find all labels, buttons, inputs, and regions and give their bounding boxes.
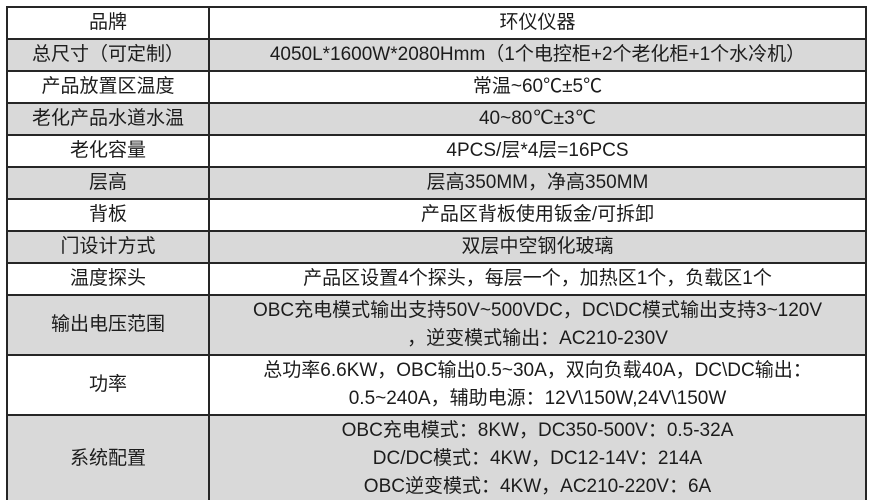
table-row: 层高 层高350MM，净高350MM <box>6 166 867 200</box>
spec-table: 品牌 环仪仪器 总尺寸（可定制） 4050L*1600W*2080Hmm（1个电… <box>6 6 867 500</box>
spec-value: OBC充电模式：8KW，DC350-500V：0.5-32A DC/DC模式：4K… <box>208 414 867 500</box>
spec-value: 产品区设置4个探头，每层一个，加热区1个，负载区1个 <box>208 262 867 296</box>
table-row: 输出电压范围 OBC充电模式输出支持50V~500VDC，DC\DC模式输出支持… <box>6 294 867 356</box>
spec-value-line: 双层中空钢化玻璃 <box>461 236 614 257</box>
spec-value-line: 总功率6.6KW，OBC输出0.5~30A，双向负载40A，DC\DC输出： <box>263 360 812 381</box>
spec-value: 4050L*1600W*2080Hmm（1个电控柜+2个老化柜+1个水冷机） <box>208 38 867 72</box>
spec-value-line: 产品区设置4个探头，每层一个，加热区1个，负载区1个 <box>303 268 772 289</box>
spec-value: 产品区背板使用钣金/可拆卸 <box>208 198 867 232</box>
spec-label: 总尺寸（可定制） <box>6 38 210 72</box>
spec-label: 老化产品水道水温 <box>6 102 210 136</box>
spec-value-line: ，逆变模式输出：AC210-230V <box>407 328 668 349</box>
table-row: 老化产品水道水温 40~80℃±3℃ <box>6 102 867 136</box>
spec-value: 总功率6.6KW，OBC输出0.5~30A，双向负载40A，DC\DC输出： 0.… <box>208 354 867 416</box>
spec-table-body: 品牌 环仪仪器 总尺寸（可定制） 4050L*1600W*2080Hmm（1个电… <box>6 6 867 500</box>
spec-value-line: OBC充电模式输出支持50V~500VDC，DC\DC模式输出支持3~120V <box>252 300 823 321</box>
spec-value: 双层中空钢化玻璃 <box>208 230 867 264</box>
spec-value-line: OBC充电模式：8KW，DC350-500V：0.5-32A <box>341 420 734 441</box>
spec-label: 系统配置 <box>6 414 210 500</box>
spec-label: 输出电压范围 <box>6 294 210 356</box>
spec-value: 常温~60℃±5℃ <box>208 70 867 104</box>
spec-value: 层高350MM，净高350MM <box>208 166 867 200</box>
spec-label: 功率 <box>6 354 210 416</box>
table-row: 门设计方式 双层中空钢化玻璃 <box>6 230 867 264</box>
table-row: 总尺寸（可定制） 4050L*1600W*2080Hmm（1个电控柜+2个老化柜… <box>6 38 867 72</box>
spec-value-line: 4050L*1600W*2080Hmm（1个电控柜+2个老化柜+1个水冷机） <box>269 44 806 65</box>
table-row: 老化容量 4PCS/层*4层=16PCS <box>6 134 867 168</box>
spec-label: 品牌 <box>6 6 210 40</box>
spec-label: 背板 <box>6 198 210 232</box>
spec-value: 环仪仪器 <box>208 6 867 40</box>
spec-value-line: 0.5~240A，辅助电源：12V\150W,24V\150W <box>348 388 727 409</box>
table-row: 产品放置区温度 常温~60℃±5℃ <box>6 70 867 104</box>
table-row: 品牌 环仪仪器 <box>6 6 867 40</box>
spec-value-line: 常温~60℃±5℃ <box>472 76 603 97</box>
table-row: 背板 产品区背板使用钣金/可拆卸 <box>6 198 867 232</box>
spec-value-line: 产品区背板使用钣金/可拆卸 <box>420 204 655 225</box>
spec-value-line: 40~80℃±3℃ <box>478 108 597 129</box>
spec-value: 4PCS/层*4层=16PCS <box>208 134 867 168</box>
spec-value: OBC充电模式输出支持50V~500VDC，DC\DC模式输出支持3~120V ，… <box>208 294 867 356</box>
spec-value-line: 层高350MM，净高350MM <box>426 172 649 193</box>
spec-label: 温度探头 <box>6 262 210 296</box>
table-row: 系统配置 OBC充电模式：8KW，DC350-500V：0.5-32A DC/DC… <box>6 414 867 500</box>
table-row: 温度探头 产品区设置4个探头，每层一个，加热区1个，负载区1个 <box>6 262 867 296</box>
spec-value-line: DC/DC模式：4KW，DC12-14V：214A <box>372 448 703 469</box>
spec-label: 老化容量 <box>6 134 210 168</box>
spec-value-line: 环仪仪器 <box>499 12 576 33</box>
spec-label: 层高 <box>6 166 210 200</box>
spec-value: 40~80℃±3℃ <box>208 102 867 136</box>
spec-value-line: 4PCS/层*4层=16PCS <box>446 140 629 161</box>
spec-label: 门设计方式 <box>6 230 210 264</box>
table-row: 功率 总功率6.6KW，OBC输出0.5~30A，双向负载40A，DC\DC输出… <box>6 354 867 416</box>
spec-label: 产品放置区温度 <box>6 70 210 104</box>
spec-value-line: OBC逆变模式：4KW，AC210-220V：6A <box>363 476 712 497</box>
